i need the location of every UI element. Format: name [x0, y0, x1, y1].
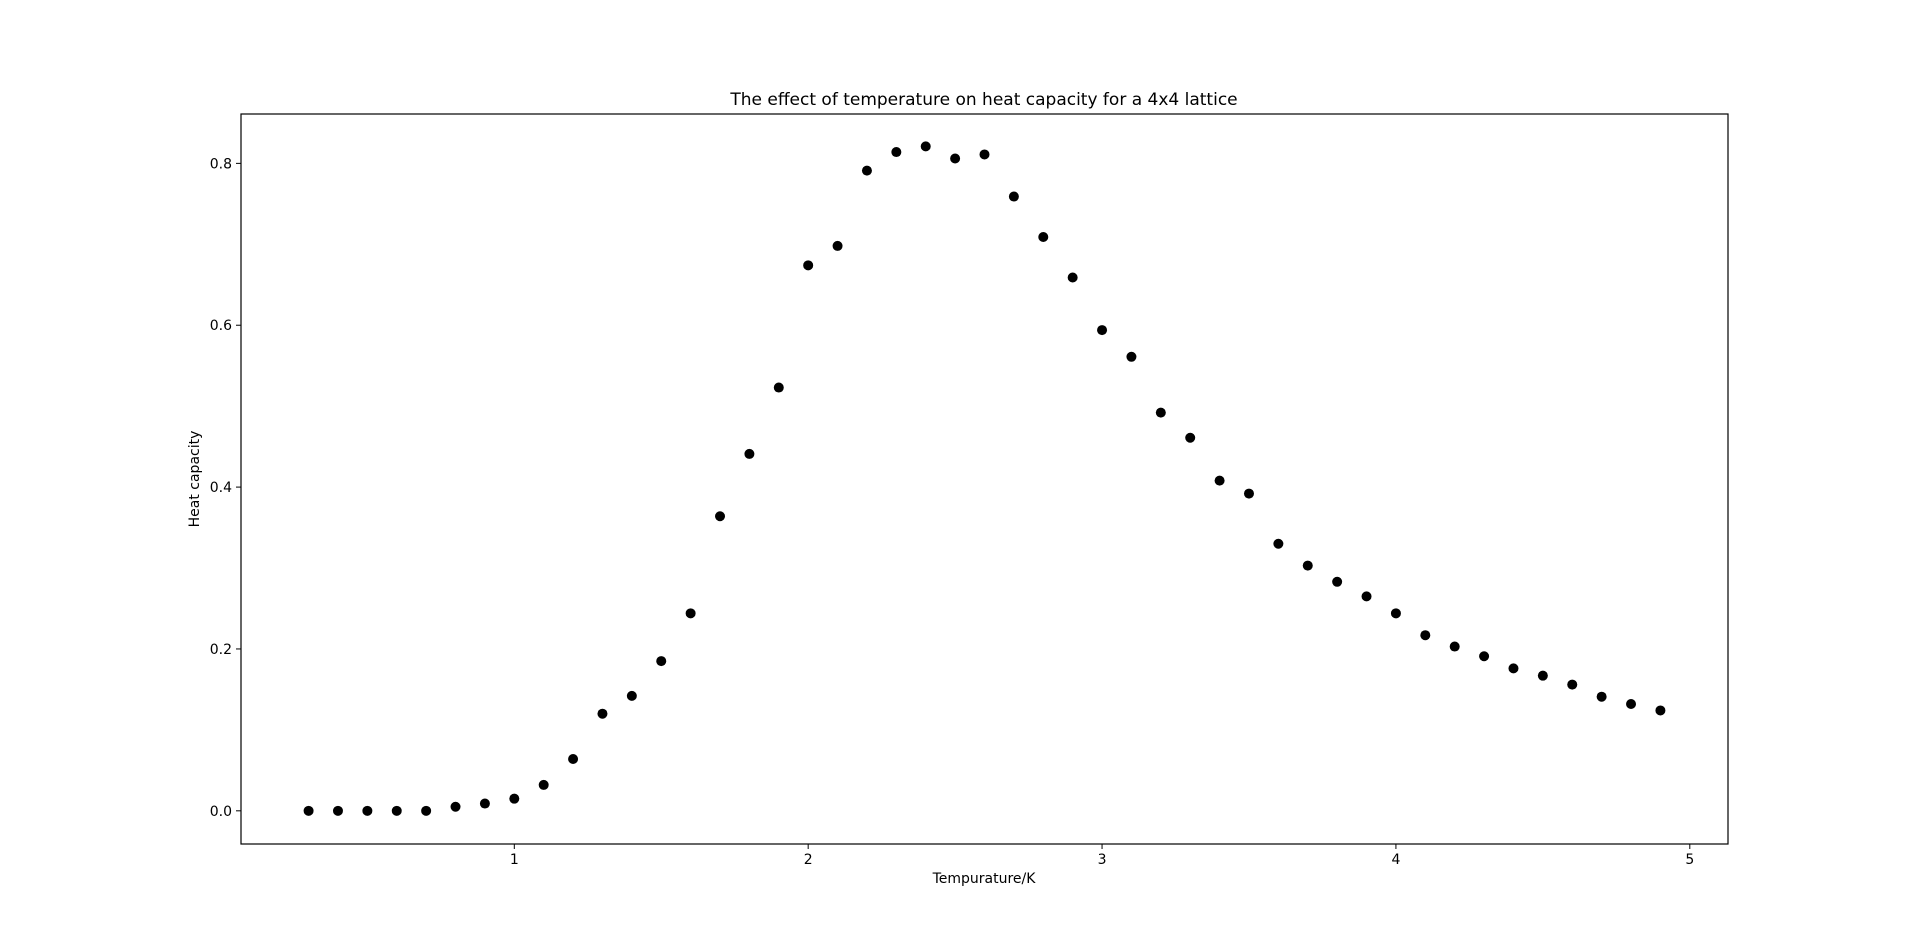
point — [656, 656, 667, 667]
point — [1479, 651, 1490, 662]
y-tick-label: 0.0 — [210, 804, 232, 820]
y-tick-label: 0.6 — [210, 318, 232, 334]
point — [715, 511, 726, 522]
point — [1273, 538, 1284, 549]
point — [832, 240, 843, 251]
point — [1567, 679, 1578, 690]
y-axis-label: Heat capacity — [187, 431, 203, 528]
point — [568, 754, 579, 765]
point — [626, 690, 637, 701]
point — [1302, 560, 1313, 571]
point — [1390, 608, 1401, 619]
point — [1332, 576, 1343, 587]
point — [979, 149, 990, 160]
point — [1155, 407, 1166, 418]
point — [1508, 663, 1519, 674]
point — [920, 141, 931, 152]
point — [509, 793, 520, 804]
point — [685, 608, 696, 619]
point — [597, 708, 608, 719]
point — [538, 779, 549, 790]
point — [303, 805, 314, 816]
point — [861, 165, 872, 176]
point — [450, 801, 461, 812]
x-tick-label: 3 — [1098, 852, 1107, 868]
point — [332, 805, 343, 816]
y-tick-label: 0.8 — [210, 156, 232, 172]
point — [1126, 351, 1137, 362]
point — [1626, 698, 1637, 709]
point — [773, 382, 784, 393]
point — [479, 798, 490, 809]
y-tick-label: 0.4 — [210, 480, 232, 496]
point — [891, 147, 902, 158]
x-tick-label: 2 — [804, 852, 813, 868]
point — [1537, 670, 1548, 681]
plot-frame — [240, 113, 1729, 845]
point — [803, 260, 814, 271]
point — [1449, 641, 1460, 652]
x-axis-label: Tempurature/K — [932, 871, 1037, 887]
chart-title: The effect of temperature on heat capaci… — [729, 90, 1237, 110]
y-tick-label: 0.2 — [210, 642, 232, 658]
point — [1655, 705, 1666, 716]
x-tick-label: 4 — [1391, 852, 1400, 868]
point — [1185, 432, 1196, 443]
point — [421, 805, 432, 816]
point — [1596, 691, 1607, 702]
x-tick-label: 1 — [510, 852, 519, 868]
point — [391, 805, 402, 816]
point — [1067, 272, 1078, 283]
point — [1243, 488, 1254, 499]
point — [744, 448, 755, 459]
point — [362, 805, 373, 816]
point — [1420, 630, 1431, 641]
point — [1214, 475, 1225, 486]
point — [1008, 191, 1019, 202]
point — [1038, 232, 1049, 243]
point — [1097, 325, 1108, 336]
x-tick-label: 5 — [1685, 852, 1694, 868]
point — [1361, 591, 1372, 602]
point — [950, 153, 961, 164]
